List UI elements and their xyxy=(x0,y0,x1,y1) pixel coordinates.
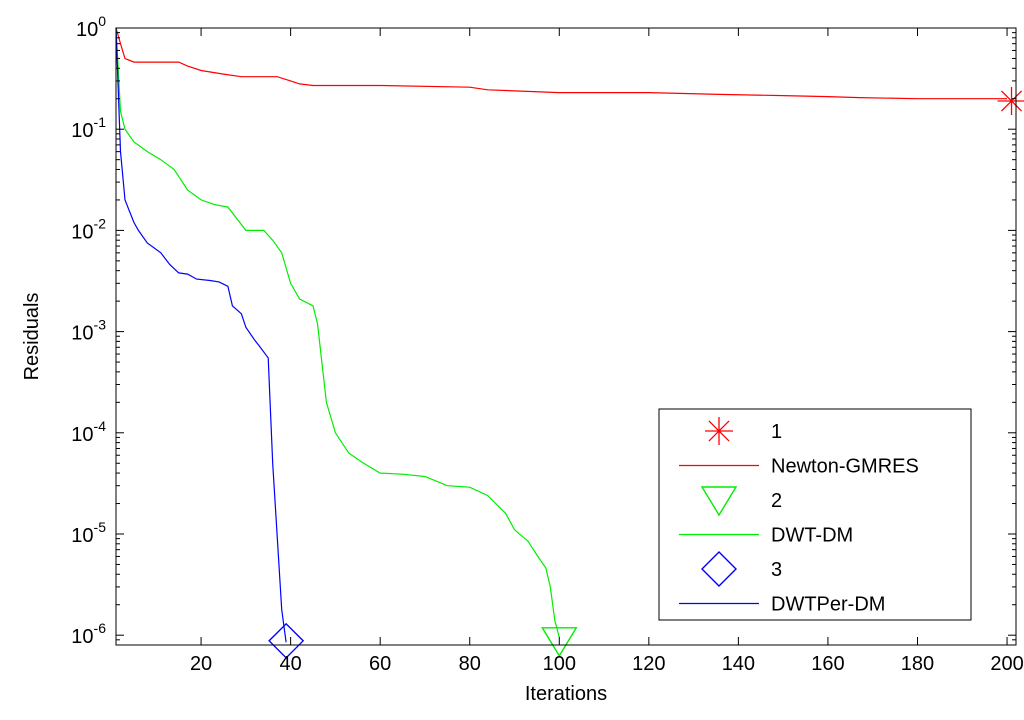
end-marker-3 xyxy=(268,622,305,659)
x-axis-ticks: 20 40 60 80 100 120 140 160 180 200 xyxy=(190,28,1024,675)
legend-label: 3 xyxy=(771,559,782,581)
legend-swatch-marker xyxy=(705,417,733,445)
y-tick-label: 10-3 xyxy=(71,317,106,345)
y-tick-label-exponent: -4 xyxy=(94,418,107,434)
plot-series-layer xyxy=(115,27,1007,643)
y-tick-label: 10-5 xyxy=(71,519,106,547)
end-marker-2 xyxy=(541,627,578,658)
y-tick-label: 10-4 xyxy=(71,418,106,446)
legend-box xyxy=(658,408,972,621)
series-line-dwtper-dm xyxy=(115,27,287,643)
legend-swatch-marker xyxy=(700,486,738,517)
y-tick-label-exponent: 0 xyxy=(98,13,106,29)
y-tick-label-base: 10 xyxy=(71,525,93,547)
x-axis-title: Iterations xyxy=(525,683,607,705)
y-tick-label-base: 10 xyxy=(71,424,93,446)
end-marker-1 xyxy=(997,86,1024,115)
y-tick-label-base: 10 xyxy=(71,626,93,648)
x-tick-label: 120 xyxy=(632,653,665,675)
x-tick-label: 140 xyxy=(722,653,755,675)
y-tick-label-base: 10 xyxy=(76,19,98,41)
y-tick-label-exponent: -6 xyxy=(94,620,107,636)
y-tick-label-base: 10 xyxy=(71,323,93,345)
y-tick-label-exponent: -3 xyxy=(94,317,107,333)
y-tick-label: 10-6 xyxy=(71,620,106,648)
x-tick-label: 180 xyxy=(901,653,934,675)
legend-label: DWTPer-DM xyxy=(771,594,885,616)
legend-swatch-marker xyxy=(701,551,737,587)
x-tick-label: 20 xyxy=(190,653,212,675)
x-tick-label: 60 xyxy=(369,653,391,675)
x-tick-label: 100 xyxy=(543,653,576,675)
legend-label: DWT-DM xyxy=(771,525,853,547)
legend: 1 Newton-GMRES 2 DWT-DM 3 DWTPer-DM xyxy=(658,408,972,621)
y-tick-label: 10-1 xyxy=(71,114,106,142)
y-tick-label-base: 10 xyxy=(71,120,93,142)
y-tick-label-exponent: -2 xyxy=(94,215,107,231)
y-tick-label: 10-2 xyxy=(71,215,106,243)
legend-label: 1 xyxy=(771,421,782,443)
legend-label: Newton-GMRES xyxy=(771,456,919,478)
end-marker-layer xyxy=(268,86,1024,659)
legend-label: 2 xyxy=(771,490,782,512)
x-tick-label: 40 xyxy=(280,653,302,675)
y-tick-label-exponent: -5 xyxy=(94,519,107,535)
y-axis-title: Residuals xyxy=(21,293,43,381)
x-tick-label: 200 xyxy=(990,653,1023,675)
y-tick-label-base: 10 xyxy=(71,221,93,243)
y-tick-label-exponent: -1 xyxy=(94,114,107,130)
y-tick-label: 100 xyxy=(76,13,106,41)
series-line-newton-gmres xyxy=(115,27,1007,100)
series-line-dwt-dm xyxy=(115,27,560,638)
x-tick-label: 80 xyxy=(459,653,481,675)
x-tick-label: 160 xyxy=(811,653,844,675)
